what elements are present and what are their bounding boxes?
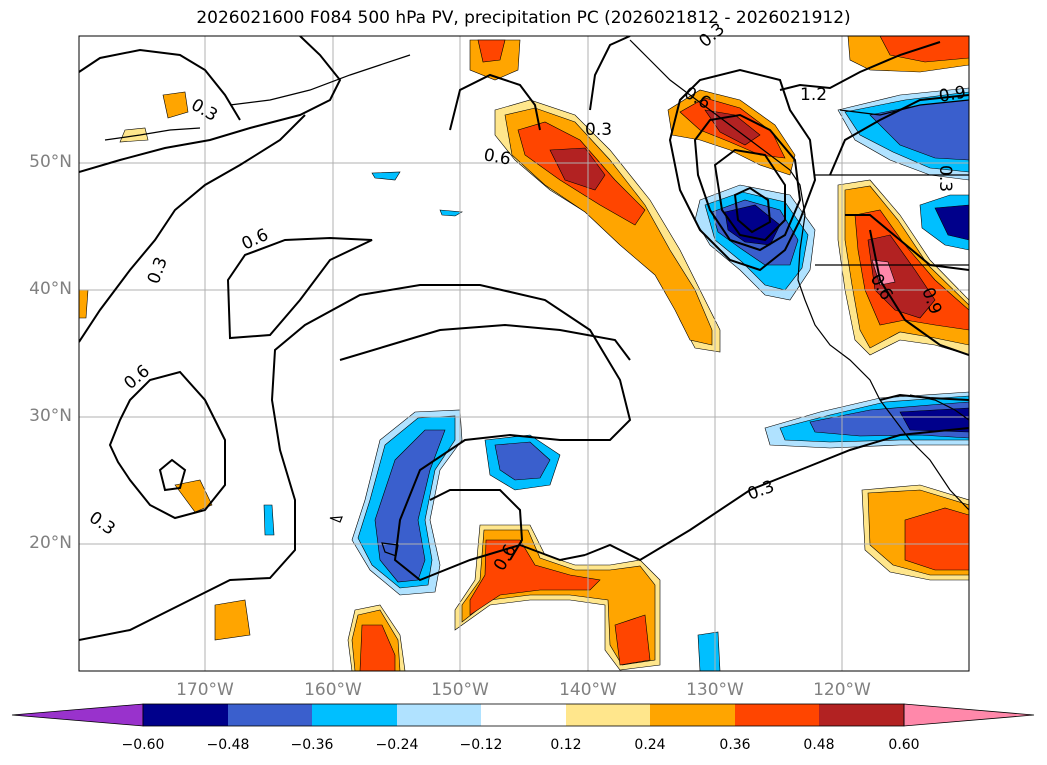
pv-contour bbox=[779, 41, 941, 91]
contour-label: 0.3 bbox=[85, 508, 119, 540]
pv-contour bbox=[829, 94, 969, 176]
precip-blob bbox=[371, 171, 401, 181]
contour-label: 0.6 bbox=[120, 361, 154, 394]
colorbar-segment bbox=[228, 704, 312, 726]
pv-contour bbox=[429, 489, 524, 561]
coastline bbox=[629, 39, 969, 511]
pv-contour bbox=[845, 214, 969, 271]
lon-label-150w: 150°W bbox=[431, 680, 489, 700]
pv-contour bbox=[693, 113, 802, 252]
lat-label-50n: 50°N bbox=[29, 152, 72, 172]
contour-label: 0.6 bbox=[482, 145, 512, 169]
contour-label: 0.3 bbox=[188, 95, 221, 126]
colorbar-tick: 0.24 bbox=[634, 737, 666, 753]
precip-blob bbox=[614, 614, 651, 666]
pv-contour bbox=[879, 393, 969, 401]
contour-label: 0.9 bbox=[937, 83, 967, 107]
pv-contours bbox=[79, 36, 969, 641]
contour-labels: 0.3 0.6 0.3 0.6 0.3 0.3 0.6 0.3 0.6 0.6 … bbox=[85, 19, 967, 574]
colorbar-tick: 0.36 bbox=[719, 737, 751, 753]
precip-blob bbox=[469, 539, 601, 616]
precip-blob bbox=[899, 407, 969, 433]
colorbar-tick: −0.24 bbox=[375, 737, 419, 753]
colorbar-segment bbox=[735, 704, 819, 726]
lon-label-130w: 130°W bbox=[686, 680, 744, 700]
lon-label-120w: 120°W bbox=[813, 680, 871, 700]
map-frame bbox=[78, 35, 970, 672]
pv-contour bbox=[79, 284, 632, 641]
colorbar-tick: 0.12 bbox=[550, 737, 582, 753]
colorbar-extend-high bbox=[903, 703, 1035, 727]
pv-contour bbox=[79, 48, 241, 121]
colorbar-segment bbox=[566, 704, 650, 726]
precip-blob bbox=[162, 91, 189, 119]
pv-contour bbox=[158, 458, 187, 492]
gridlines bbox=[79, 36, 969, 671]
contour-label: 0.3 bbox=[935, 165, 955, 192]
precip-blob bbox=[867, 234, 936, 319]
colorbar-segment bbox=[481, 704, 566, 726]
colorbar-extend-low bbox=[11, 703, 144, 727]
colorbar-tick: −0.36 bbox=[290, 737, 334, 753]
lat-label-30n: 30°N bbox=[29, 406, 72, 426]
colorbar-tick: 0.48 bbox=[803, 737, 835, 753]
colorbar-segment bbox=[650, 704, 735, 726]
pv-contour bbox=[733, 186, 772, 234]
colorbar-segment bbox=[819, 704, 904, 726]
pv-contour bbox=[713, 148, 786, 242]
pv-contour bbox=[869, 229, 969, 356]
colorbar-tick: −0.12 bbox=[459, 737, 503, 753]
precip-blob bbox=[879, 36, 969, 63]
colorbar-segment bbox=[312, 704, 397, 726]
chart-title: 2026021600 F084 500 hPa PV, precipitatio… bbox=[196, 8, 851, 28]
pv-contour bbox=[108, 370, 226, 520]
pv-contour bbox=[79, 36, 342, 173]
pv-contour bbox=[449, 73, 541, 131]
coastline bbox=[104, 127, 201, 141]
lat-label-40n: 40°N bbox=[29, 279, 72, 299]
contour-label: 0.3 bbox=[585, 120, 612, 140]
precip-blob bbox=[549, 147, 606, 191]
pv-contour bbox=[584, 427, 969, 562]
pv-contour bbox=[79, 114, 306, 343]
pv-contour bbox=[589, 36, 631, 111]
colorbar-tick: −0.48 bbox=[206, 737, 250, 753]
precipitation-shading bbox=[79, 36, 969, 671]
colorbar bbox=[11, 703, 1035, 727]
coastline bbox=[229, 54, 411, 106]
pv-contour bbox=[339, 323, 631, 361]
precip-blob bbox=[697, 631, 721, 671]
precip-blob bbox=[494, 441, 551, 481]
colorbar-tick: −0.60 bbox=[121, 737, 165, 753]
precip-blob bbox=[119, 127, 149, 143]
lon-label-160w: 160°W bbox=[304, 680, 362, 700]
coastline bbox=[329, 516, 343, 523]
contour-label: 0.3 bbox=[695, 19, 729, 52]
precip-blob bbox=[439, 209, 463, 217]
precip-blob bbox=[477, 39, 506, 63]
precip-blob bbox=[263, 504, 275, 536]
contour-label: 0.3 bbox=[144, 254, 172, 286]
pv-contour bbox=[668, 68, 817, 272]
lon-label-170w: 170°W bbox=[176, 680, 234, 700]
lat-label-20n: 20°N bbox=[29, 533, 72, 553]
precip-blob bbox=[359, 624, 396, 671]
precip-blob bbox=[214, 599, 251, 641]
precip-blob bbox=[174, 479, 213, 513]
pv-contour bbox=[226, 236, 373, 340]
precip-blob bbox=[934, 204, 969, 241]
contour-label: 0.6 bbox=[239, 225, 272, 255]
lon-label-140w: 140°W bbox=[559, 680, 617, 700]
precip-blob bbox=[904, 507, 969, 571]
contour-label: 1.2 bbox=[800, 85, 827, 105]
colorbar-tick: 0.60 bbox=[888, 737, 920, 753]
precip-blob bbox=[79, 289, 89, 319]
colorbar-segment bbox=[397, 704, 481, 726]
colorbar-frame bbox=[142, 703, 905, 727]
colorbar-segment bbox=[143, 704, 228, 726]
